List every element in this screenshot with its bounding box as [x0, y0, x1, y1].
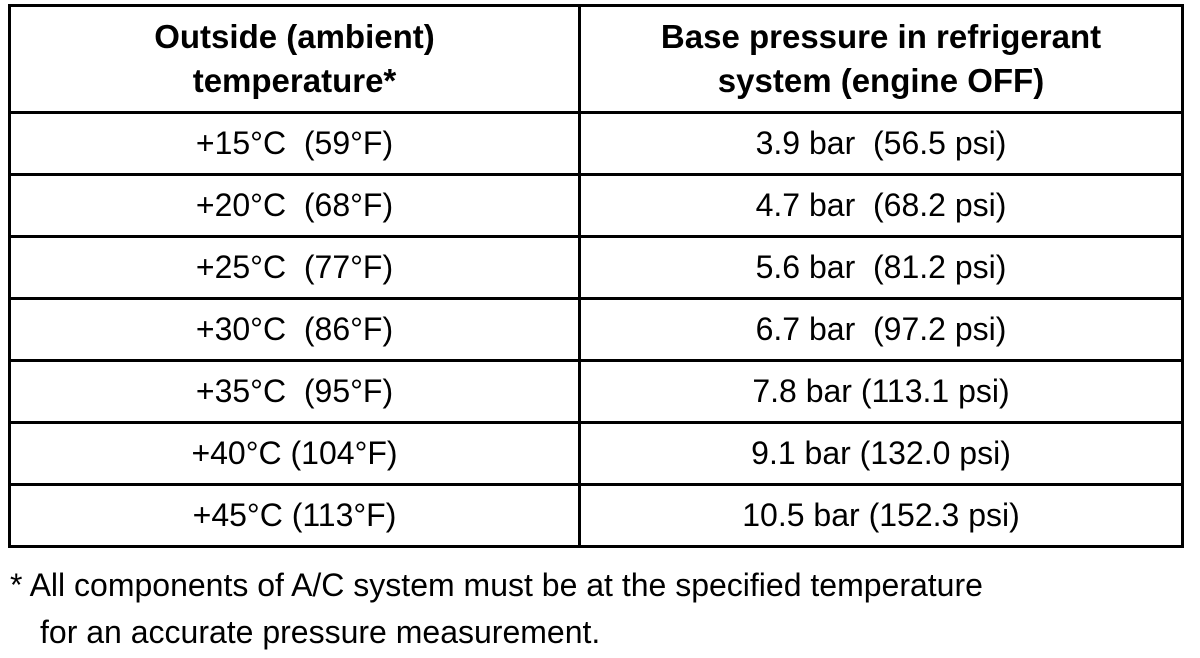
table-cell: 6.7 bar (97.2 psi): [578, 297, 1184, 362]
table-cell: 7.8 bar (113.1 psi): [578, 359, 1184, 424]
header-line: temperature*: [192, 62, 397, 99]
table-row: +15°C (59°F) 3.9 bar (56.5 psi): [8, 111, 1184, 176]
table-cell: +25°C (77°F): [8, 235, 581, 300]
footnote-line: * All components of A/C system must be a…: [10, 567, 983, 603]
table-cell: 4.7 bar (68.2 psi): [578, 173, 1184, 238]
table-row: +35°C (95°F) 7.8 bar (113.1 psi): [8, 359, 1184, 424]
table-row: +25°C (77°F) 5.6 bar (81.2 psi): [8, 235, 1184, 300]
table-cell: +30°C (86°F): [8, 297, 581, 362]
table-body: +15°C (59°F) 3.9 bar (56.5 psi) +20°C (68°…: [8, 111, 1184, 548]
table-cell: +20°C (68°F): [8, 173, 581, 238]
table-row: +45°C (113°F) 10.5 bar (152.3 psi): [8, 483, 1184, 548]
table-cell: +15°C (59°F): [8, 111, 581, 176]
table-row: +20°C (68°F) 4.7 bar (68.2 psi): [8, 173, 1184, 238]
table-cell: 9.1 bar (132.0 psi): [578, 421, 1184, 486]
table-cell: +45°C (113°F): [8, 483, 581, 548]
table-row: +30°C (86°F) 6.7 bar (97.2 psi): [8, 297, 1184, 362]
table-cell: 3.9 bar (56.5 psi): [578, 111, 1184, 176]
table-row: +40°C (104°F) 9.1 bar (132.0 psi): [8, 421, 1184, 486]
table-cell: 10.5 bar (152.3 psi): [578, 483, 1184, 548]
pressure-table: Outside (ambient) temperature* Base pressu…: [8, 4, 1184, 548]
table-cell: 5.6 bar (81.2 psi): [578, 235, 1184, 300]
header-line: system (engine OFF): [717, 62, 1045, 99]
table-cell: +40°C (104°F): [8, 421, 581, 486]
header-cell: Outside (ambient) temperature*: [8, 4, 581, 114]
header-line: Base pressure in refrigerant: [660, 18, 1102, 55]
header-line: Outside (ambient): [154, 18, 435, 55]
header-row: Outside (ambient) temperature* Base pressu…: [8, 4, 1184, 114]
footnote-line: for an accurate pressure measurement.: [40, 614, 601, 650]
footnote: * All components of A/C system must be a…: [10, 562, 983, 656]
header-cell: Base pressure in refrigerant system (engi…: [578, 4, 1184, 114]
table-cell: +35°C (95°F): [8, 359, 581, 424]
